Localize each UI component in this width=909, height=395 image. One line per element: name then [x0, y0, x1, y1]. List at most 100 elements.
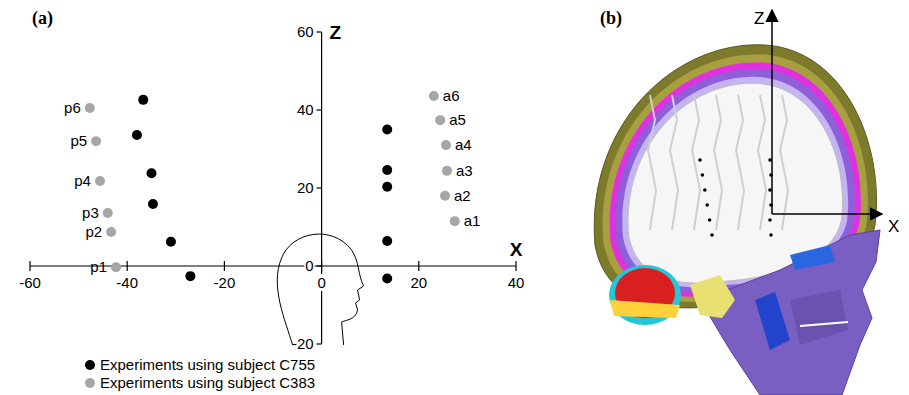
z-tick — [317, 187, 322, 188]
z-tick-label: -20 — [292, 335, 314, 352]
point — [442, 166, 452, 176]
teeth-gap — [800, 322, 848, 326]
panel-label: (b) — [600, 8, 622, 29]
point — [111, 262, 121, 272]
x-tick-label: -20 — [214, 274, 236, 291]
model-z-axis — [771, 10, 773, 214]
z-tick-label: 40 — [297, 101, 314, 118]
z-axis-title: Z — [330, 22, 342, 43]
point-label: a4 — [455, 136, 472, 153]
marker-dot — [768, 218, 772, 222]
x-tick-label: 0 — [317, 274, 325, 291]
point — [132, 130, 142, 140]
brain-texture — [736, 95, 744, 230]
x-axis-title: X — [510, 239, 523, 260]
sinus — [790, 245, 835, 270]
x-tick-label: -40 — [116, 274, 138, 291]
point-label: a3 — [456, 162, 473, 179]
marker-dot — [708, 218, 712, 222]
brain-texture — [670, 95, 678, 230]
brain-texture — [758, 95, 766, 230]
model-x-axis — [772, 213, 882, 215]
points — [85, 91, 460, 284]
x-tick — [224, 261, 225, 271]
marker-dot — [701, 173, 705, 177]
label-ground — [304, 257, 314, 274]
z-tick — [317, 109, 322, 110]
point — [91, 136, 101, 146]
z-tick-label: 60 — [297, 23, 314, 40]
legend-marker — [85, 378, 95, 388]
point — [95, 176, 105, 186]
z-tick — [317, 265, 322, 266]
x-tick — [515, 261, 516, 271]
point-label: a1 — [464, 212, 481, 229]
brain-texture — [692, 95, 700, 230]
model-part — [610, 62, 861, 296]
brain-texture — [648, 95, 656, 230]
marker-dot — [705, 203, 709, 207]
panel-label: (a) — [32, 8, 53, 29]
point-label: a5 — [449, 111, 466, 128]
point — [440, 191, 450, 201]
point — [441, 140, 451, 150]
tentorium — [610, 300, 680, 318]
point-label: p2 — [85, 223, 102, 240]
point — [382, 236, 392, 246]
point — [382, 182, 392, 192]
z-tick-label: 20 — [297, 179, 314, 196]
point — [382, 125, 392, 135]
brain-texture — [714, 95, 722, 230]
legend-label: Experiments using subject C383 — [100, 374, 315, 391]
head-model — [594, 45, 880, 395]
legend-label: Experiments using subject C755 — [100, 356, 315, 373]
x-tick — [127, 261, 128, 271]
model-part — [622, 77, 848, 287]
point-label: p5 — [70, 132, 87, 149]
model-z-label: Z — [754, 9, 764, 28]
figure: (a)-60-40-2002040-200204060XZp1p2p3p4p5p… — [0, 0, 909, 395]
point-label: p6 — [64, 99, 81, 116]
brain — [628, 83, 843, 283]
brainstem — [690, 275, 735, 318]
point — [185, 271, 195, 281]
point — [148, 199, 158, 209]
point — [435, 115, 445, 125]
marker-dot — [769, 233, 773, 237]
point — [85, 103, 95, 113]
marker-dot — [698, 158, 702, 162]
jaw — [790, 290, 848, 345]
model-part — [615, 69, 855, 293]
x-tick-label: 40 — [508, 274, 525, 291]
point-label: p4 — [74, 172, 91, 189]
x-tick-label: -60 — [19, 274, 41, 291]
point — [450, 216, 460, 226]
point — [166, 237, 176, 247]
cerebellum-ring — [609, 265, 681, 325]
x-tick — [418, 261, 419, 271]
z-tick — [317, 343, 322, 344]
point-label: a6 — [443, 87, 460, 104]
point — [103, 208, 113, 218]
point — [138, 95, 148, 105]
point — [106, 227, 116, 237]
model-x-label: X — [888, 217, 899, 236]
head-outline — [277, 234, 363, 345]
legend-marker — [85, 360, 95, 370]
x-tick-label: 20 — [410, 274, 427, 291]
brain-texture — [780, 95, 788, 230]
x-tick — [29, 261, 30, 271]
point — [429, 91, 439, 101]
point — [382, 273, 392, 283]
point — [382, 165, 392, 175]
spine — [755, 292, 790, 350]
label-ground — [316, 274, 326, 291]
point — [147, 168, 157, 178]
marker-dot — [703, 188, 707, 192]
point-label: p1 — [90, 258, 107, 275]
point-label: a2 — [454, 187, 471, 204]
marker-dot — [710, 233, 714, 237]
face — [700, 230, 880, 395]
z-tick — [317, 31, 322, 32]
z-tick-label: 0 — [305, 257, 313, 274]
